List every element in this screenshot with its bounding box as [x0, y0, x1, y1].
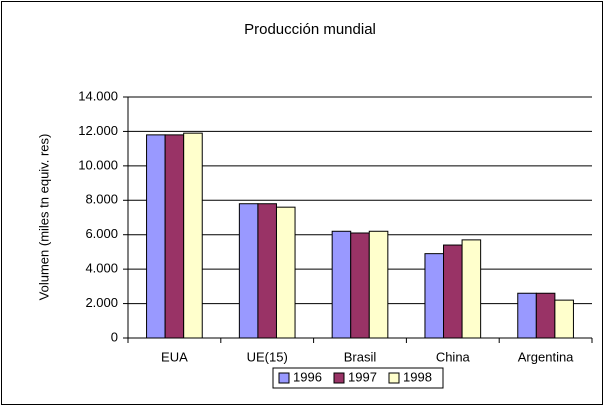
- y-tick-label: 6.000: [85, 226, 118, 241]
- bar: [183, 132, 203, 339]
- chart-title: Producción mundial: [244, 21, 376, 38]
- x-tick-label: Argentina: [518, 349, 574, 364]
- bar: [443, 244, 463, 339]
- x-tick-label: EUA: [161, 349, 188, 364]
- bar: [238, 203, 259, 339]
- bar: [535, 292, 556, 339]
- legend-swatch: [333, 372, 345, 384]
- y-tick-label: 0: [111, 329, 118, 344]
- bar: [554, 299, 574, 339]
- bar: [368, 230, 389, 339]
- legend-box: [272, 367, 444, 389]
- legend-label: 1997: [348, 369, 377, 384]
- y-tick-label: 2.000: [85, 295, 118, 310]
- bar: [331, 230, 352, 339]
- y-tick-label: 12.000: [78, 123, 118, 138]
- bar: [461, 239, 482, 339]
- x-tick-label: Brasil: [344, 349, 377, 364]
- legend-swatch: [278, 372, 290, 384]
- bar: [257, 203, 277, 339]
- bar: [517, 292, 537, 339]
- legend-label: 1996: [293, 369, 322, 384]
- bar: [424, 253, 445, 339]
- x-tick-label: UE(15): [247, 349, 288, 364]
- bar: [275, 206, 296, 339]
- y-tick-label: 14.000: [78, 88, 118, 103]
- bar: [164, 134, 185, 339]
- bar: [146, 134, 166, 339]
- x-tick-label: China: [436, 349, 471, 364]
- bar: [350, 232, 370, 339]
- legend-swatch: [388, 372, 400, 384]
- y-axis-label: Volumen (miles tn equiv. res): [36, 134, 51, 301]
- y-tick-label: 8.000: [85, 192, 118, 207]
- y-tick-label: 10.000: [78, 157, 118, 172]
- y-tick-label: 4.000: [85, 261, 118, 276]
- legend-label: 1998: [403, 369, 432, 384]
